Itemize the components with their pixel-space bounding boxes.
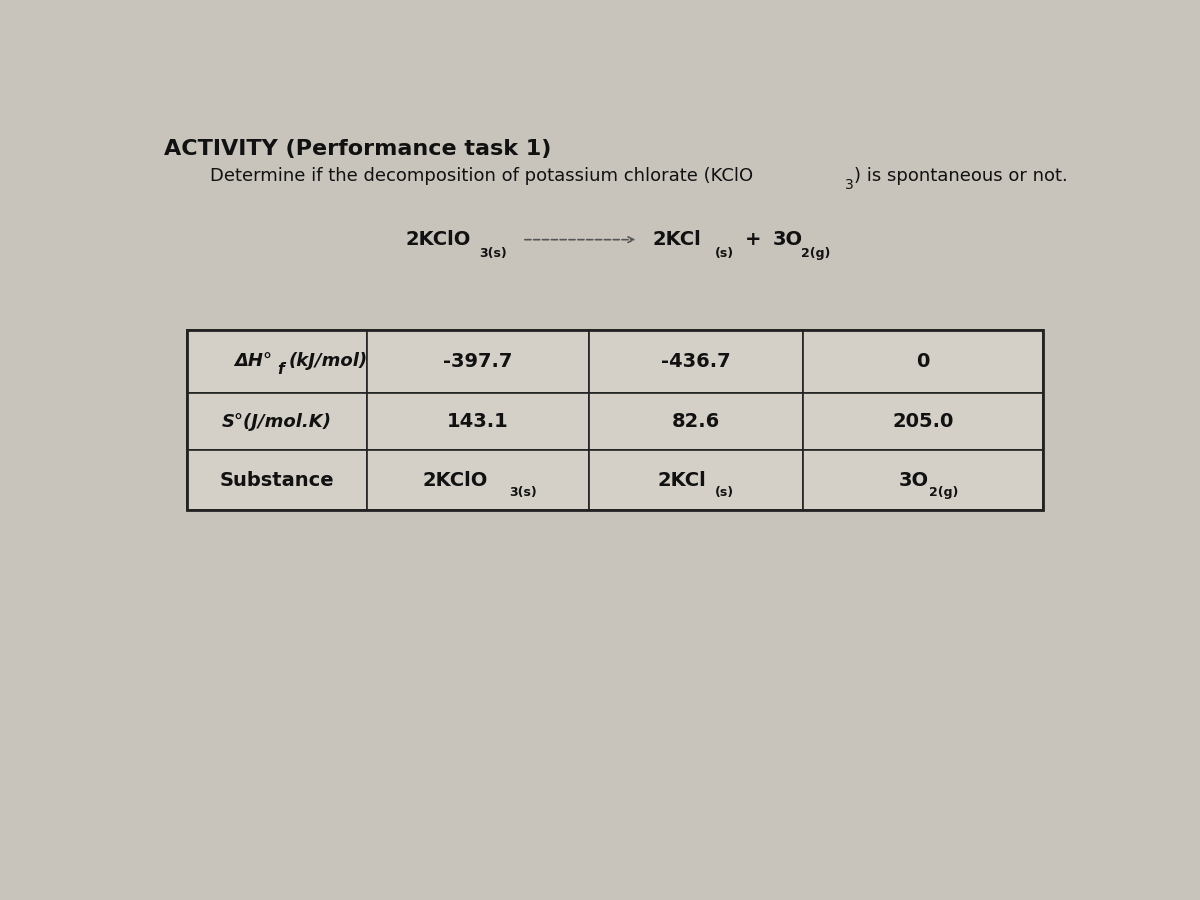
Text: f: f: [277, 362, 283, 377]
Text: 0: 0: [917, 352, 930, 371]
Bar: [367, 451, 589, 510]
Text: 2KCl: 2KCl: [653, 230, 701, 249]
Text: 82.6: 82.6: [672, 412, 720, 431]
Text: 2KCl: 2KCl: [658, 471, 707, 490]
Text: 3(s): 3(s): [479, 247, 506, 260]
Text: 2KClO: 2KClO: [406, 230, 472, 249]
Text: 2(g): 2(g): [802, 247, 830, 260]
Text: 3(s): 3(s): [509, 486, 536, 500]
Bar: [367, 392, 589, 451]
Bar: [803, 329, 1043, 392]
Text: +: +: [745, 230, 762, 249]
Text: 3O: 3O: [899, 471, 929, 490]
Bar: [589, 451, 803, 510]
Text: 2(g): 2(g): [929, 486, 958, 500]
Text: 2KClO: 2KClO: [422, 471, 487, 490]
Bar: [187, 451, 367, 510]
Bar: [367, 329, 589, 392]
Text: ACTIVITY (Performance task 1): ACTIVITY (Performance task 1): [164, 140, 551, 159]
Text: Substance: Substance: [220, 471, 335, 490]
Bar: [589, 392, 803, 451]
Text: (s): (s): [715, 486, 733, 500]
Bar: [589, 329, 803, 392]
Text: (kJ/mol): (kJ/mol): [288, 352, 367, 370]
Bar: [187, 392, 367, 451]
Text: Determine if the decomposition of potassium chlorate (KClO: Determine if the decomposition of potass…: [210, 166, 754, 184]
Text: 3O: 3O: [773, 230, 803, 249]
Bar: [187, 329, 367, 392]
Text: 143.1: 143.1: [448, 412, 509, 431]
Text: ) is spontaneous or not.: ) is spontaneous or not.: [854, 166, 1068, 184]
Text: S°(J/mol.K): S°(J/mol.K): [222, 413, 332, 431]
Text: (s): (s): [714, 247, 733, 260]
Text: 3: 3: [845, 178, 853, 192]
Text: -436.7: -436.7: [661, 352, 731, 371]
Bar: [803, 451, 1043, 510]
Text: -397.7: -397.7: [444, 352, 512, 371]
Bar: [803, 392, 1043, 451]
Text: ΔH°: ΔH°: [234, 352, 272, 370]
Bar: [187, 329, 1043, 510]
Text: 205.0: 205.0: [893, 412, 954, 431]
